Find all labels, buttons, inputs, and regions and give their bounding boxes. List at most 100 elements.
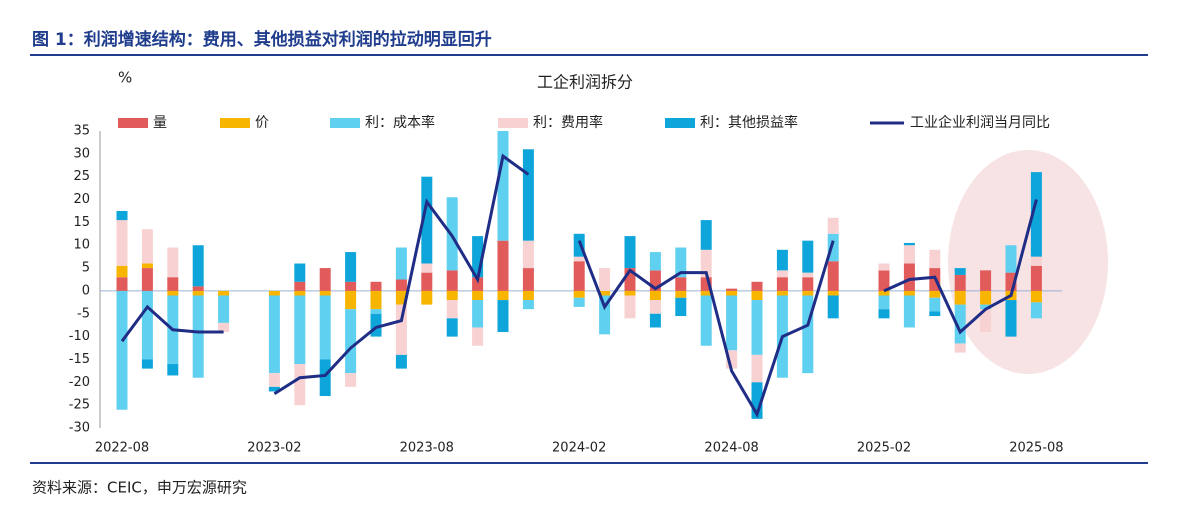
line — [577, 240, 835, 418]
bar — [1030, 172, 1042, 257]
bar — [167, 277, 179, 291]
bar — [421, 290, 433, 305]
legend-label: 利：费用率 — [533, 114, 603, 131]
bar — [472, 327, 484, 346]
bar — [192, 290, 204, 296]
bar — [522, 290, 534, 301]
bar — [370, 290, 382, 310]
bar — [421, 263, 433, 273]
bar — [827, 290, 839, 296]
bar — [726, 295, 738, 351]
bar — [192, 245, 204, 287]
bar — [522, 300, 534, 310]
bar — [954, 290, 966, 305]
bar — [751, 290, 763, 301]
bar — [599, 295, 611, 335]
bar — [878, 295, 890, 310]
bar — [1030, 256, 1042, 266]
bar — [929, 297, 941, 312]
y-tick-label: -25 — [69, 398, 90, 413]
bar — [319, 295, 331, 360]
bar — [268, 290, 280, 296]
y-tick-label: 20 — [73, 192, 90, 207]
bar — [776, 270, 788, 278]
bar — [573, 261, 585, 291]
bar — [573, 233, 585, 257]
source: 资料来源：CEIC，申万宏源研究 — [32, 479, 247, 497]
bar — [370, 313, 382, 337]
bar — [421, 272, 433, 291]
bar — [395, 279, 407, 291]
figure-title: 图 1：利润增速结构：费用、其他损益对利润的拉动明显回升 — [32, 29, 492, 50]
bar — [700, 220, 712, 250]
bar — [624, 295, 636, 319]
bar — [1030, 302, 1042, 319]
bar — [472, 277, 484, 291]
bar — [116, 210, 128, 221]
bar — [141, 263, 153, 269]
y-tick-label: -20 — [69, 375, 90, 390]
bar — [827, 233, 839, 262]
bar — [599, 268, 611, 291]
bar — [472, 300, 484, 328]
y-axis-label: % — [118, 69, 132, 87]
x-tick-label: 2023-02 — [247, 441, 301, 456]
bar — [345, 290, 357, 310]
bar — [268, 295, 280, 374]
bar — [776, 290, 788, 296]
bar — [624, 268, 636, 291]
legend-label: 工业企业利润当月同比 — [910, 114, 1050, 131]
bar — [980, 304, 992, 310]
bar — [167, 290, 179, 296]
y-tick-label: 5 — [82, 261, 90, 276]
bar — [980, 290, 992, 305]
bar — [980, 270, 992, 291]
bar — [319, 359, 331, 397]
bar — [167, 247, 179, 278]
bar — [903, 242, 915, 246]
legend-swatch — [330, 118, 360, 128]
bar — [218, 295, 230, 323]
bar — [802, 240, 814, 273]
bar — [903, 290, 915, 296]
bar — [1005, 245, 1017, 273]
bar — [141, 359, 153, 369]
bar — [345, 281, 357, 291]
bar — [370, 281, 382, 291]
bar — [395, 354, 407, 369]
bar — [497, 131, 509, 241]
y-tick-label: -30 — [69, 421, 90, 436]
bar — [192, 286, 204, 291]
bar — [1030, 265, 1042, 291]
bar — [497, 300, 509, 333]
bar — [1005, 272, 1017, 291]
bar — [954, 304, 966, 344]
bar — [268, 373, 280, 387]
bar — [573, 297, 585, 307]
bar — [319, 268, 331, 291]
bar — [472, 290, 484, 301]
bar — [294, 290, 306, 296]
bar — [446, 318, 458, 337]
bar — [649, 252, 661, 271]
bar — [167, 364, 179, 376]
bar — [573, 256, 585, 262]
y-tick-label: -10 — [69, 329, 90, 344]
y-tick-label: 0 — [82, 283, 90, 298]
bar — [395, 247, 407, 280]
legend-swatch — [498, 118, 528, 128]
bar — [370, 309, 382, 314]
bar — [1005, 300, 1017, 337]
bar — [700, 295, 712, 346]
bar — [522, 240, 534, 269]
bar — [954, 343, 966, 353]
bar — [776, 249, 788, 271]
bar — [802, 272, 814, 278]
bar — [345, 373, 357, 387]
legend-label: 利：其他损益率 — [700, 114, 798, 131]
bar — [827, 295, 839, 319]
chart-title: 工企利润拆分 — [537, 73, 633, 92]
bar — [675, 297, 687, 317]
bar — [624, 290, 636, 296]
